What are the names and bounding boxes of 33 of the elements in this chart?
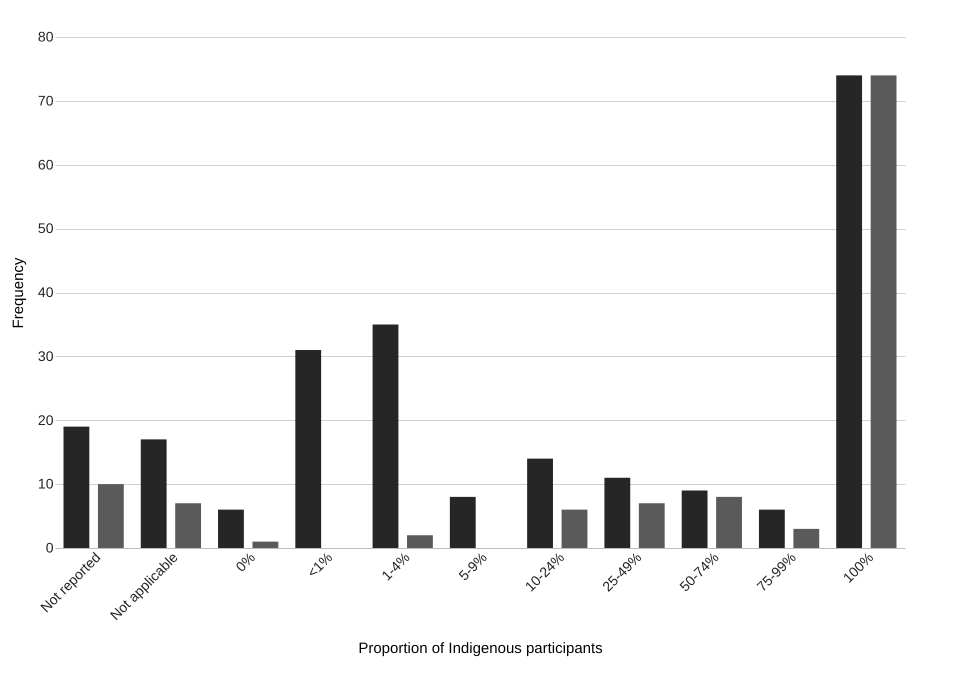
bar [295,350,322,548]
bar [64,426,90,548]
bar [140,439,167,548]
x-tick-label: 0% [232,549,258,575]
y-tick-label: 0 [46,540,54,556]
bar [562,510,588,548]
y-tick-label: 80 [38,28,54,44]
bar [98,484,124,548]
bar [372,324,398,548]
bar [252,542,278,548]
y-tick-label: 70 [38,92,54,108]
bar [407,535,433,548]
y-tick-label: 30 [38,348,54,364]
bar [175,503,202,548]
bar [218,510,244,548]
bar [638,503,665,548]
bar [682,490,708,548]
bar [793,528,820,548]
x-axis-title: Proportion of Indigenous participants [358,640,603,658]
bar [716,496,742,548]
bar [604,478,630,548]
bar [870,75,896,548]
bar [527,458,553,548]
bar [758,510,785,548]
y-tick-label: 10 [38,476,54,492]
bar [836,75,862,548]
y-tick-label: 40 [38,284,54,300]
y-tick-label: 60 [38,156,54,172]
bar [450,496,476,548]
y-tick-label: 50 [38,220,54,236]
y-tick-label: 20 [38,412,54,428]
x-tick-label: <1% [304,549,336,580]
y-axis-title: Frequency [10,257,27,328]
